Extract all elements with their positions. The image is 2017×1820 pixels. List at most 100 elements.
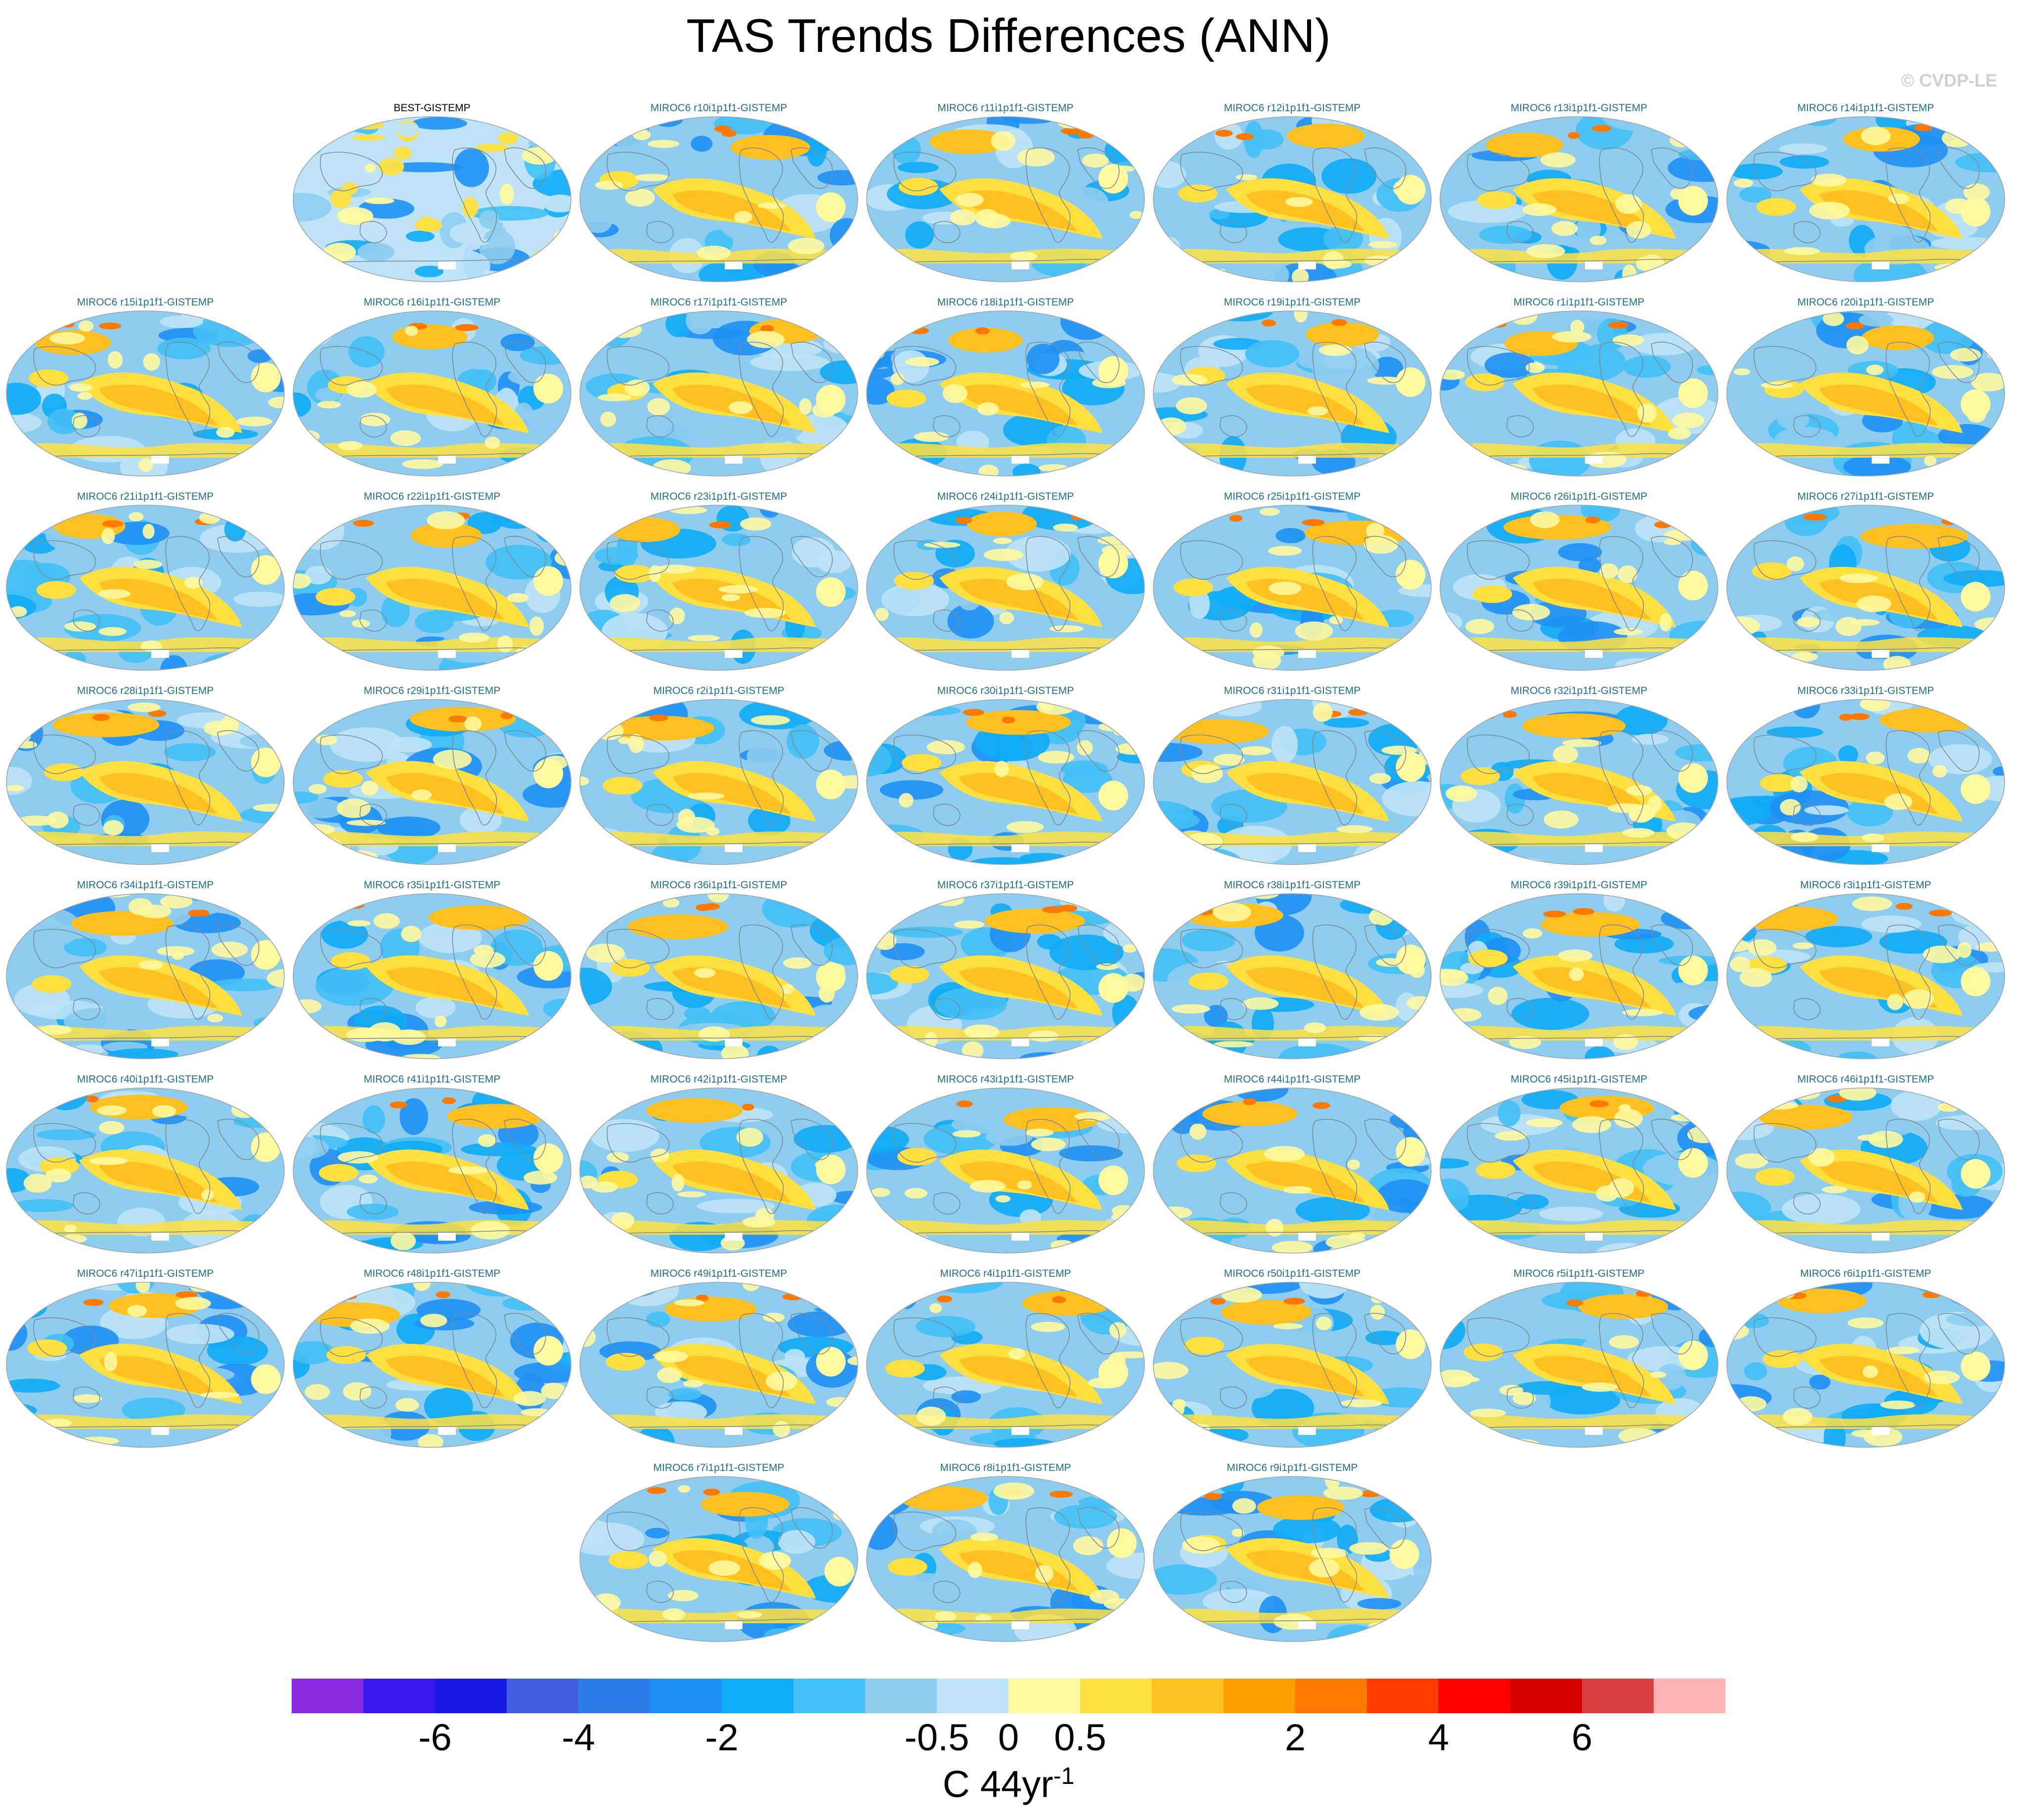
map-panel: MIROC6 r48i1p1f1-GISTEMP xyxy=(292,1267,572,1449)
colorbar-tick-label: 6 xyxy=(1571,1717,1593,1759)
map-panel: MIROC6 r49i1p1f1-GISTEMP xyxy=(578,1267,859,1449)
map-plot xyxy=(866,505,1145,671)
map-panel-title: MIROC6 r37i1p1f1-GISTEMP xyxy=(937,879,1074,891)
map-panel: MIROC6 r17i1p1f1-GISTEMP xyxy=(578,296,859,477)
map-panel: MIROC6 r19i1p1f1-GISTEMP xyxy=(1152,296,1433,477)
colorbar-tick-label: 0 xyxy=(998,1717,1019,1759)
map-panel-title: MIROC6 r22i1p1f1-GISTEMP xyxy=(363,491,501,502)
map-plot xyxy=(1440,505,1718,671)
map-panel-title: MIROC6 r40i1p1f1-GISTEMP xyxy=(77,1074,214,1085)
map-panel: MIROC6 r1i1p1f1-GISTEMP xyxy=(1439,296,1719,477)
map-plot xyxy=(1153,1476,1432,1642)
map-panel-title: MIROC6 r19i1p1f1-GISTEMP xyxy=(1224,297,1361,308)
map-panel: MIROC6 r25i1p1f1-GISTEMP xyxy=(1152,490,1433,672)
map-panel-title: MIROC6 r23i1p1f1-GISTEMP xyxy=(650,491,788,502)
map-plot xyxy=(579,1476,858,1642)
map-panel-title: MIROC6 r7i1p1f1-GISTEMP xyxy=(653,1462,785,1473)
colorbar-swatch xyxy=(1367,1679,1439,1713)
map-panel-title: MIROC6 r29i1p1f1-GISTEMP xyxy=(363,685,501,696)
map-panel-title: MIROC6 r27i1p1f1-GISTEMP xyxy=(1797,491,1934,502)
map-panel-title: MIROC6 r2i1p1f1-GISTEMP xyxy=(653,685,785,696)
map-panel: MIROC6 r8i1p1f1-GISTEMP xyxy=(865,1461,1146,1643)
map-plot xyxy=(293,1282,571,1448)
colorbar xyxy=(292,1679,1725,1713)
map-panel: MIROC6 r3i1p1f1-GISTEMP xyxy=(1725,878,2006,1060)
map-panel: MIROC6 r36i1p1f1-GISTEMP xyxy=(578,878,859,1060)
map-panel: MIROC6 r9i1p1f1-GISTEMP xyxy=(1152,1461,1433,1643)
map-panel-title: MIROC6 r9i1p1f1-GISTEMP xyxy=(1227,1462,1358,1473)
map-plot xyxy=(293,310,571,477)
map-plot xyxy=(293,505,571,671)
map-plot xyxy=(579,116,858,282)
map-panel: MIROC6 r12i1p1f1-GISTEMP xyxy=(1152,101,1433,283)
map-plot xyxy=(866,1476,1145,1642)
map-plot xyxy=(6,1087,285,1254)
map-plot xyxy=(866,1282,1145,1448)
map-plot xyxy=(866,116,1145,282)
map-panel-title: MIROC6 r20i1p1f1-GISTEMP xyxy=(1797,297,1934,308)
map-panel-title: MIROC6 r38i1p1f1-GISTEMP xyxy=(1224,879,1361,891)
map-panel-title: MIROC6 r10i1p1f1-GISTEMP xyxy=(650,102,788,114)
map-panel-title: MIROC6 r36i1p1f1-GISTEMP xyxy=(650,879,788,891)
colorbar-swatch xyxy=(578,1679,650,1713)
map-panel-title: MIROC6 r32i1p1f1-GISTEMP xyxy=(1510,685,1648,696)
map-panel-title: MIROC6 r43i1p1f1-GISTEMP xyxy=(937,1074,1074,1085)
map-panel-title: MIROC6 r21i1p1f1-GISTEMP xyxy=(77,491,214,502)
colorbar-swatch xyxy=(650,1679,722,1713)
map-plot xyxy=(1153,699,1432,865)
map-plot xyxy=(1440,699,1718,865)
colorbar-swatch xyxy=(1654,1679,1725,1713)
map-panel-title: BEST-GISTEMP xyxy=(394,102,471,114)
map-plot xyxy=(1153,310,1432,477)
map-panel: MIROC6 r15i1p1f1-GISTEMP xyxy=(5,296,286,477)
map-plot xyxy=(1726,310,2005,477)
colorbar-swatch xyxy=(1510,1679,1582,1713)
map-panel: MIROC6 r31i1p1f1-GISTEMP xyxy=(1152,684,1433,866)
map-panel: MIROC6 r40i1p1f1-GISTEMP xyxy=(5,1073,286,1255)
credit-watermark: © CVDP-LE xyxy=(1901,70,1997,90)
map-plot xyxy=(579,1282,858,1448)
map-plot xyxy=(1153,1282,1432,1448)
colorbar-swatch xyxy=(1295,1679,1367,1713)
units-exponent: -1 xyxy=(1053,1763,1075,1789)
colorbar-swatch xyxy=(363,1679,435,1713)
map-panel: MIROC6 r39i1p1f1-GISTEMP xyxy=(1439,878,1719,1060)
map-plot xyxy=(1726,1282,2005,1448)
map-panel-title: MIROC6 r34i1p1f1-GISTEMP xyxy=(77,879,214,891)
map-plot xyxy=(1153,1087,1432,1254)
map-panel-title: MIROC6 r50i1p1f1-GISTEMP xyxy=(1224,1268,1361,1279)
map-panel: MIROC6 r42i1p1f1-GISTEMP xyxy=(578,1073,859,1255)
colorbar-tick-label: -4 xyxy=(562,1717,595,1759)
colorbar-swatch xyxy=(435,1679,507,1713)
map-panel: MIROC6 r35i1p1f1-GISTEMP xyxy=(292,878,572,1060)
map-panel-title: MIROC6 r5i1p1f1-GISTEMP xyxy=(1513,1268,1645,1279)
map-plot xyxy=(1726,699,2005,865)
map-plot xyxy=(1726,505,2005,671)
colorbar-swatch xyxy=(793,1679,865,1713)
map-plot xyxy=(293,116,571,282)
map-plot xyxy=(579,893,858,1059)
map-panel: MIROC6 r34i1p1f1-GISTEMP xyxy=(5,878,286,1060)
map-panel: MIROC6 r22i1p1f1-GISTEMP xyxy=(292,490,572,672)
map-panel-title: MIROC6 r13i1p1f1-GISTEMP xyxy=(1510,102,1648,114)
map-panel: MIROC6 r46i1p1f1-GISTEMP xyxy=(1725,1073,2006,1255)
map-plot xyxy=(579,699,858,865)
colorbar-swatch xyxy=(865,1679,937,1713)
colorbar-swatch xyxy=(1582,1679,1654,1713)
map-panel-title: MIROC6 r4i1p1f1-GISTEMP xyxy=(940,1268,1071,1279)
map-plot xyxy=(1726,893,2005,1059)
map-panel: MIROC6 r21i1p1f1-GISTEMP xyxy=(5,490,286,672)
map-panel-title: MIROC6 r18i1p1f1-GISTEMP xyxy=(937,297,1074,308)
map-panel: MIROC6 r27i1p1f1-GISTEMP xyxy=(1725,490,2006,672)
colorbar-swatch xyxy=(1152,1679,1224,1713)
map-panel: MIROC6 r7i1p1f1-GISTEMP xyxy=(578,1461,859,1643)
map-panel: MIROC6 r32i1p1f1-GISTEMP xyxy=(1439,684,1719,866)
map-panel-title: MIROC6 r24i1p1f1-GISTEMP xyxy=(937,491,1074,502)
map-plot xyxy=(1153,505,1432,671)
map-panel-title: MIROC6 r45i1p1f1-GISTEMP xyxy=(1510,1074,1648,1085)
map-panel: MIROC6 r23i1p1f1-GISTEMP xyxy=(578,490,859,672)
map-panel: MIROC6 r2i1p1f1-GISTEMP xyxy=(578,684,859,866)
map-plot xyxy=(1440,310,1718,477)
map-panel-title: MIROC6 r1i1p1f1-GISTEMP xyxy=(1513,297,1645,308)
